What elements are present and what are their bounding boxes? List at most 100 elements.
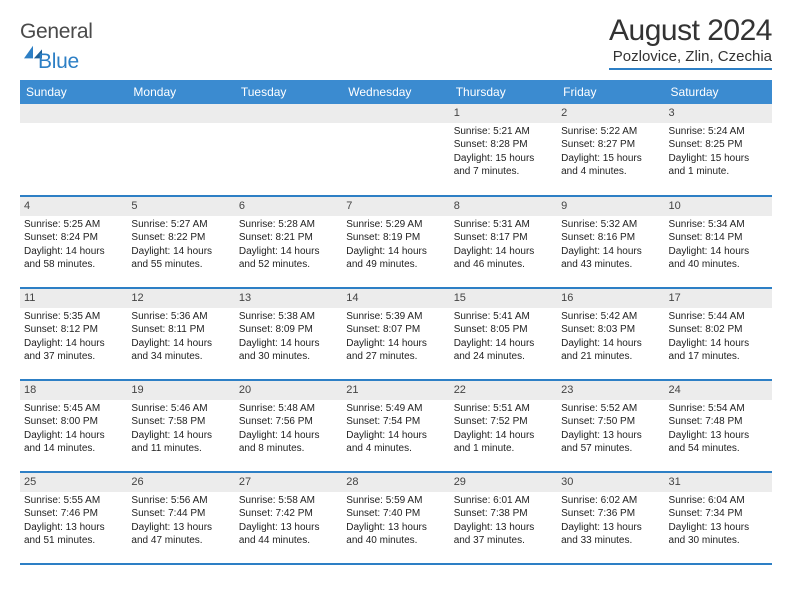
brand-blue: Blue [38,50,79,73]
sunset-line: Sunset: 8:05 PM [454,323,553,337]
day-number: 1 [450,104,557,123]
day-number: 7 [342,197,449,216]
sunrise-line: Sunrise: 5:38 AM [239,310,338,324]
day-number: 26 [127,473,234,492]
sunset-line: Sunset: 7:52 PM [454,415,553,429]
sunset-line: Sunset: 7:42 PM [239,507,338,521]
calendar-cell: 28Sunrise: 5:59 AMSunset: 7:40 PMDayligh… [342,472,449,564]
day-header: Saturday [665,80,772,104]
calendar-week: 4Sunrise: 5:25 AMSunset: 8:24 PMDaylight… [20,196,772,288]
day-header: Monday [127,80,234,104]
sunrise-line: Sunrise: 5:34 AM [669,218,768,232]
day-header: Tuesday [235,80,342,104]
daylight-line: Daylight: 14 hours and 58 minutes. [24,245,123,272]
calendar-cell: 29Sunrise: 6:01 AMSunset: 7:38 PMDayligh… [450,472,557,564]
calendar-cell: 27Sunrise: 5:58 AMSunset: 7:42 PMDayligh… [235,472,342,564]
calendar-cell: 18Sunrise: 5:45 AMSunset: 8:00 PMDayligh… [20,380,127,472]
sunset-line: Sunset: 8:25 PM [669,138,768,152]
sunrise-line: Sunrise: 5:31 AM [454,218,553,232]
sunset-line: Sunset: 8:11 PM [131,323,230,337]
day-number: 12 [127,289,234,308]
sunrise-line: Sunrise: 5:35 AM [24,310,123,324]
day-number: 30 [557,473,664,492]
sunrise-line: Sunrise: 5:54 AM [669,402,768,416]
sunset-line: Sunset: 8:16 PM [561,231,660,245]
sunset-line: Sunset: 7:56 PM [239,415,338,429]
calendar-cell: 1Sunrise: 5:21 AMSunset: 8:28 PMDaylight… [450,104,557,196]
calendar-cell: 22Sunrise: 5:51 AMSunset: 7:52 PMDayligh… [450,380,557,472]
sunrise-line: Sunrise: 5:51 AM [454,402,553,416]
calendar-cell: 14Sunrise: 5:39 AMSunset: 8:07 PMDayligh… [342,288,449,380]
daylight-line: Daylight: 14 hours and 34 minutes. [131,337,230,364]
daylight-line: Daylight: 13 hours and 33 minutes. [561,521,660,548]
daylight-line: Daylight: 13 hours and 40 minutes. [346,521,445,548]
day-number: 10 [665,197,772,216]
day-number: 28 [342,473,449,492]
daylight-line: Daylight: 14 hours and 8 minutes. [239,429,338,456]
sunrise-line: Sunrise: 5:27 AM [131,218,230,232]
sunset-line: Sunset: 8:19 PM [346,231,445,245]
calendar-week: 1Sunrise: 5:21 AMSunset: 8:28 PMDaylight… [20,104,772,196]
daylight-line: Daylight: 13 hours and 54 minutes. [669,429,768,456]
day-number: 20 [235,381,342,400]
sunrise-line: Sunrise: 5:48 AM [239,402,338,416]
sunset-line: Sunset: 7:50 PM [561,415,660,429]
day-number: 5 [127,197,234,216]
calendar-cell: 16Sunrise: 5:42 AMSunset: 8:03 PMDayligh… [557,288,664,380]
calendar-cell: 26Sunrise: 5:56 AMSunset: 7:44 PMDayligh… [127,472,234,564]
daylight-line: Daylight: 14 hours and 30 minutes. [239,337,338,364]
calendar-cell: 3Sunrise: 5:24 AMSunset: 8:25 PMDaylight… [665,104,772,196]
sunset-line: Sunset: 7:58 PM [131,415,230,429]
sunrise-line: Sunrise: 6:04 AM [669,494,768,508]
daylight-line: Daylight: 15 hours and 7 minutes. [454,152,553,179]
daylight-line: Daylight: 14 hours and 52 minutes. [239,245,338,272]
daylight-line: Daylight: 14 hours and 21 minutes. [561,337,660,364]
day-number: 11 [20,289,127,308]
sunrise-line: Sunrise: 5:58 AM [239,494,338,508]
day-number: 3 [665,104,772,123]
calendar-cell [127,104,234,196]
day-number: 14 [342,289,449,308]
daylight-line: Daylight: 14 hours and 1 minute. [454,429,553,456]
calendar-cell: 13Sunrise: 5:38 AMSunset: 8:09 PMDayligh… [235,288,342,380]
calendar-cell: 24Sunrise: 5:54 AMSunset: 7:48 PMDayligh… [665,380,772,472]
day-number: 13 [235,289,342,308]
sunset-line: Sunset: 8:22 PM [131,231,230,245]
calendar-body: 1Sunrise: 5:21 AMSunset: 8:28 PMDaylight… [20,104,772,564]
day-number-empty [127,104,234,123]
day-number-empty [235,104,342,123]
sunset-line: Sunset: 7:34 PM [669,507,768,521]
daylight-line: Daylight: 14 hours and 14 minutes. [24,429,123,456]
sunrise-line: Sunrise: 5:52 AM [561,402,660,416]
sunrise-line: Sunrise: 6:01 AM [454,494,553,508]
calendar-cell: 12Sunrise: 5:36 AMSunset: 8:11 PMDayligh… [127,288,234,380]
day-header: Wednesday [342,80,449,104]
day-header: Thursday [450,80,557,104]
sunrise-line: Sunrise: 5:29 AM [346,218,445,232]
calendar-cell: 17Sunrise: 5:44 AMSunset: 8:02 PMDayligh… [665,288,772,380]
sunset-line: Sunset: 8:17 PM [454,231,553,245]
calendar-cell: 25Sunrise: 5:55 AMSunset: 7:46 PMDayligh… [20,472,127,564]
sunrise-line: Sunrise: 5:32 AM [561,218,660,232]
calendar-week: 25Sunrise: 5:55 AMSunset: 7:46 PMDayligh… [20,472,772,564]
daylight-line: Daylight: 13 hours and 37 minutes. [454,521,553,548]
title-block: August 2024 Pozlovice, Zlin, Czechia [609,14,772,70]
sunset-line: Sunset: 8:14 PM [669,231,768,245]
sunset-line: Sunset: 7:54 PM [346,415,445,429]
day-number: 16 [557,289,664,308]
calendar-cell: 20 Sunrise: 5:48 AMSunset: 7:56 PMDayligh… [235,380,342,472]
sunrise-line: Sunrise: 5:22 AM [561,125,660,139]
month-title: August 2024 [609,14,772,48]
day-number-empty [20,104,127,123]
day-number: 27 [235,473,342,492]
sunset-line: Sunset: 7:40 PM [346,507,445,521]
sunset-line: Sunset: 8:28 PM [454,138,553,152]
calendar-head: SundayMondayTuesdayWednesdayThursdayFrid… [20,80,772,104]
sunset-line: Sunset: 8:07 PM [346,323,445,337]
sunrise-line: Sunrise: 5:45 AM [24,402,123,416]
sunset-line: Sunset: 8:27 PM [561,138,660,152]
daylight-line: Daylight: 14 hours and 11 minutes. [131,429,230,456]
sunset-line: Sunset: 8:02 PM [669,323,768,337]
calendar-cell: 5Sunrise: 5:27 AMSunset: 8:22 PMDaylight… [127,196,234,288]
sunrise-line: Sunrise: 5:39 AM [346,310,445,324]
